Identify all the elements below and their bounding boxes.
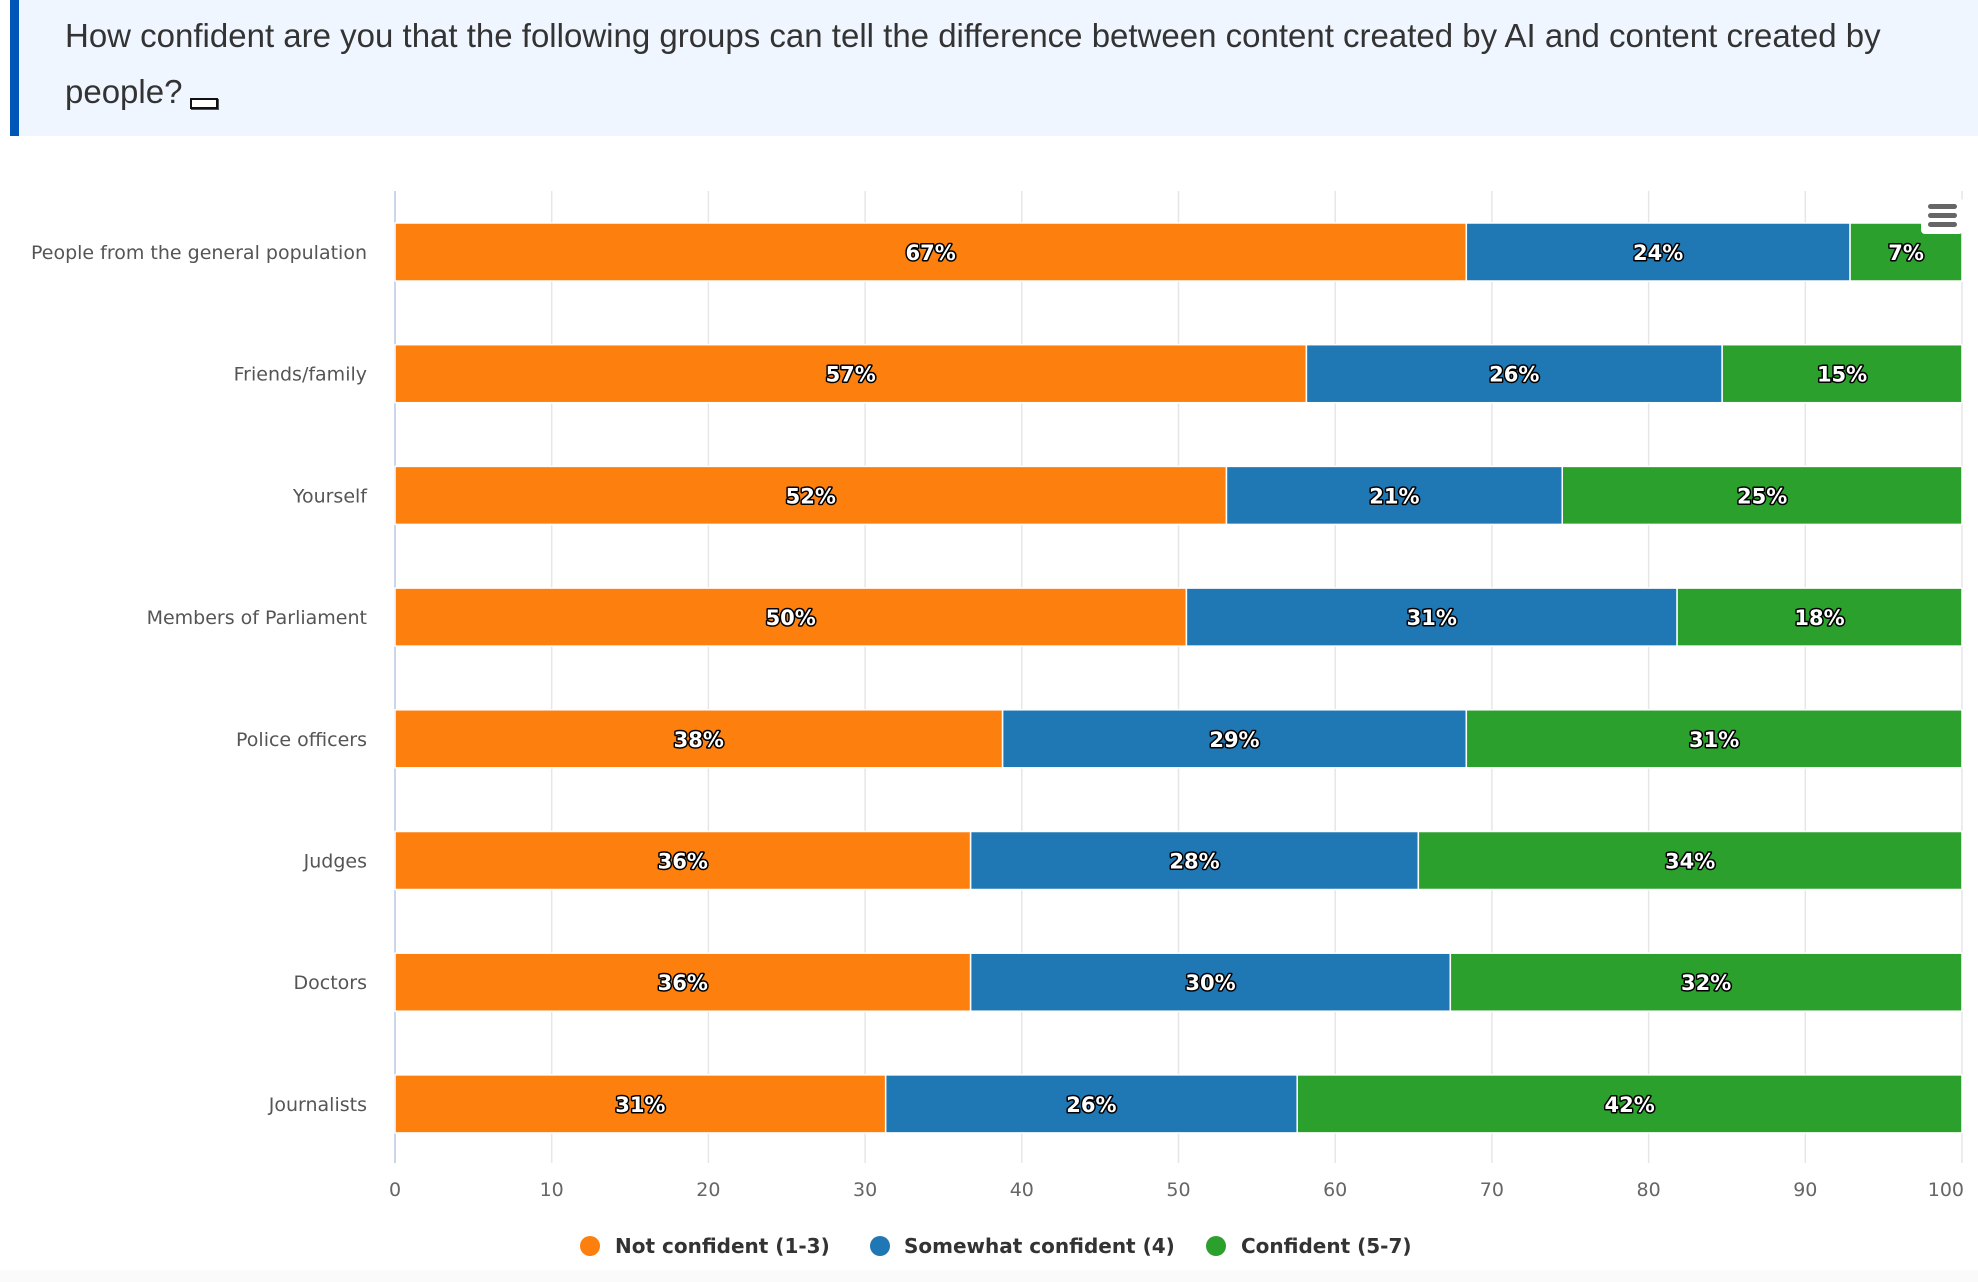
x-tick-label: 50 [1166,1179,1190,1201]
x-tick-label: 80 [1637,1179,1661,1201]
bar-segment [394,587,1188,647]
data-label: 26% [1066,1093,1116,1117]
data-label: 21% [1369,484,1419,508]
bar-segment [1305,343,1723,404]
bar-segment [1676,587,1963,647]
data-label: 57% [826,363,876,387]
hamburger-menu-icon [1928,204,1957,209]
data-label: 31% [1407,606,1457,630]
bar-segment [1465,222,1851,282]
x-tick-label: 30 [853,1179,877,1201]
question-header: How confident are you that the following… [10,0,1978,136]
bar-segment [394,465,1228,526]
category-label: Doctors [294,972,368,994]
expand-toggle-icon[interactable] [190,98,219,109]
chart-container: 0 10 20 30 40 50 60 70 80 90 100 People from the ge… [0,136,1978,1282]
legend-marker-icon [1206,1236,1226,1256]
data-label: 31% [615,1093,665,1117]
x-tick-label: 0 [389,1179,401,1201]
bar-segment [1721,343,1963,404]
legend-item[interactable]: Not confident (1-3) [615,1234,830,1258]
bar-segment [1417,830,1963,891]
data-label: 52% [786,484,836,508]
category-label: Police officers [236,729,367,751]
x-tick-label: 100 [1928,1179,1964,1201]
data-label: 50% [766,606,816,630]
hamburger-menu-icon-bar [1928,213,1957,218]
category-label: Friends/family [234,364,367,386]
bar-segment [1465,709,1963,769]
category-label: Yourself [292,485,368,507]
bar-segment [1185,587,1678,647]
data-label: 28% [1169,850,1219,874]
x-tick-label: 70 [1480,1179,1504,1201]
bar-segment [1561,465,1963,526]
data-label: 26% [1489,363,1539,387]
data-label: 36% [658,850,708,874]
bar-segment [394,830,972,891]
data-label: 31% [1689,728,1739,752]
hamburger-menu-icon-bar [1928,222,1957,227]
stacked-bar-chart: 0 10 20 30 40 50 60 70 80 90 100 People from the ge… [31,191,1964,1258]
data-label: 36% [658,971,708,995]
chart-menu-button[interactable] [1921,198,1963,234]
data-label: 67% [906,241,956,265]
x-tick-label: 10 [540,1179,564,1201]
category-label: People from the general population [31,242,367,264]
question-title: How confident are you that the following… [65,8,1965,120]
category-label: Judges [303,851,367,873]
bar-segment [394,952,972,1012]
bottom-strip [0,1270,1978,1282]
x-tick-label: 20 [696,1179,720,1201]
question-text: How confident are you that the following… [65,17,1881,110]
data-label: 38% [674,728,724,752]
bar-segment [969,830,1420,891]
data-label: 18% [1794,606,1844,630]
legend-item[interactable]: Confident (5-7) [1241,1234,1412,1258]
data-label: 30% [1185,971,1235,995]
bar-segment [394,709,1004,769]
bar-segment [394,1074,887,1134]
data-label: 15% [1817,363,1867,387]
data-label: 7% [1888,241,1924,265]
data-label: 24% [1633,241,1683,265]
bar-segment [884,1074,1298,1134]
legend-marker-icon [870,1236,890,1256]
data-label: 29% [1209,728,1259,752]
bar-segment [1001,709,1468,769]
x-tick-label: 90 [1793,1179,1817,1201]
category-label: Members of Parliament [147,607,367,629]
bar-segment [969,952,1452,1012]
bar-segment [394,343,1308,404]
data-label: 34% [1665,850,1715,874]
x-tick-label: 40 [1010,1179,1034,1201]
legend-item[interactable]: Somewhat confident (4) [904,1234,1175,1258]
bar-segment [1296,1074,1963,1134]
data-label: 25% [1737,484,1787,508]
bar-segment [394,222,1468,282]
bar-segment [1449,952,1963,1012]
category-label: Journalists [268,1094,367,1116]
data-label: 42% [1604,1093,1654,1117]
data-label: 32% [1681,971,1731,995]
legend-marker-icon [580,1236,600,1256]
x-tick-label: 60 [1323,1179,1347,1201]
